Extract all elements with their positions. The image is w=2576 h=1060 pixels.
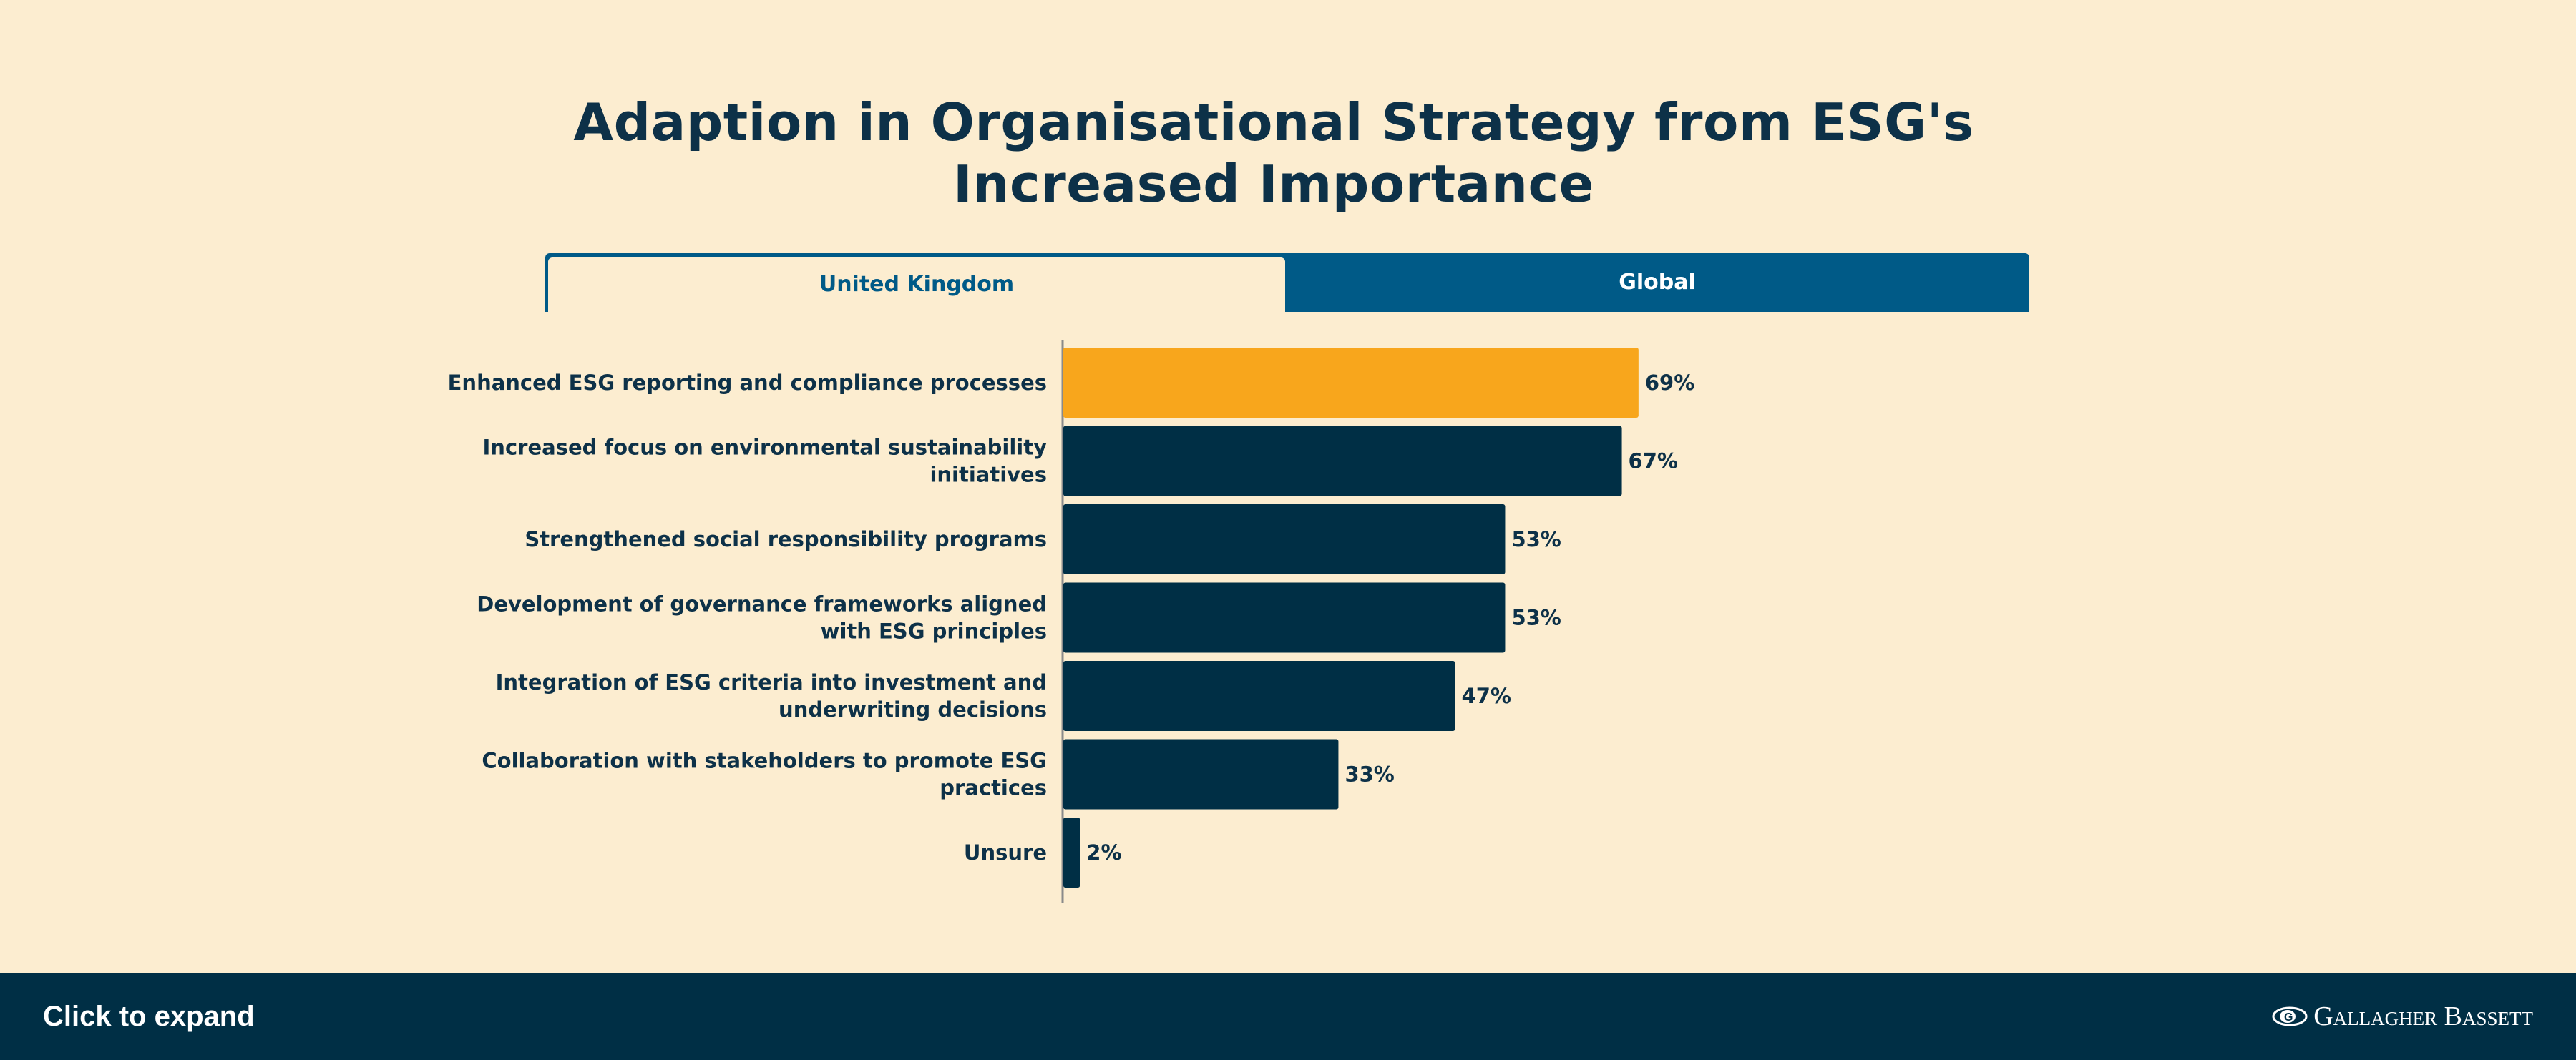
category-label-line: with ESG principles [821, 619, 1047, 644]
chart-title-line-1: Adaption in Organisational Strategy from… [573, 92, 1974, 152]
data-label: 69% [1645, 370, 1694, 395]
bar[interactable] [1063, 426, 1622, 496]
data-label: 53% [1511, 527, 1561, 551]
category-label: Strengthened social responsibility progr… [525, 527, 1047, 551]
category-label: Unsure [964, 840, 1047, 865]
category-label-line: practices [940, 776, 1047, 800]
chart-title-line-2: Increased Importance [952, 154, 1595, 214]
brand-name: Gallagher Bassett [2313, 1001, 2533, 1031]
category-label-line: underwriting decisions [779, 697, 1047, 722]
tab-united-kingdom[interactable]: United Kingdom [548, 257, 1285, 312]
chart-title: Adaption in Organisational Strategy from… [0, 92, 2547, 215]
category-label: Enhanced ESG reporting and compliance pr… [448, 370, 1047, 395]
category-label-line: Integration of ESG criteria into investm… [496, 670, 1047, 695]
bar[interactable] [1063, 348, 1639, 418]
category-label-line: Development of governance frameworks ali… [477, 592, 1047, 617]
brand-logo: G Gallagher Bassett [2272, 973, 2533, 1060]
bar[interactable] [1063, 739, 1339, 810]
category-label-line: Unsure [964, 840, 1047, 865]
category-label-line: Enhanced ESG reporting and compliance pr… [448, 370, 1047, 395]
bar-chart: 69% Enhanced ESG reporting and compliance… [448, 340, 1694, 903]
category-label: Development of governance frameworks ali… [477, 592, 1047, 644]
gallagher-bassett-logo-icon: G [2272, 1006, 2308, 1027]
category-label: Collaboration with stakeholders to promo… [482, 749, 1047, 800]
region-tabs: United Kingdom Global [545, 253, 2029, 312]
category-label-line: initiatives [930, 463, 1047, 487]
expand-button[interactable]: Click to expand [43, 1001, 255, 1032]
category-label-line: Strengthened social responsibility progr… [525, 527, 1047, 551]
tab-global[interactable]: Global [1619, 270, 1696, 295]
svg-text:G: G [2284, 1011, 2293, 1024]
bar[interactable] [1063, 661, 1455, 731]
data-label: 47% [1462, 684, 1511, 708]
category-label-line: Collaboration with stakeholders to promo… [482, 749, 1047, 773]
category-label: Increased focus on environmental sustain… [483, 436, 1048, 487]
footer-bar: Click to expand G Gallagher Bassett [0, 973, 2576, 1060]
category-label: Integration of ESG criteria into investm… [496, 670, 1047, 722]
data-label: 33% [1345, 762, 1394, 787]
bar[interactable] [1063, 504, 1506, 574]
data-label: 53% [1511, 606, 1561, 630]
bar[interactable] [1063, 582, 1506, 653]
data-label: 67% [1629, 449, 1678, 473]
bar[interactable] [1063, 818, 1080, 888]
data-label: 2% [1086, 840, 1121, 865]
category-label-line: Increased focus on environmental sustain… [483, 436, 1048, 460]
